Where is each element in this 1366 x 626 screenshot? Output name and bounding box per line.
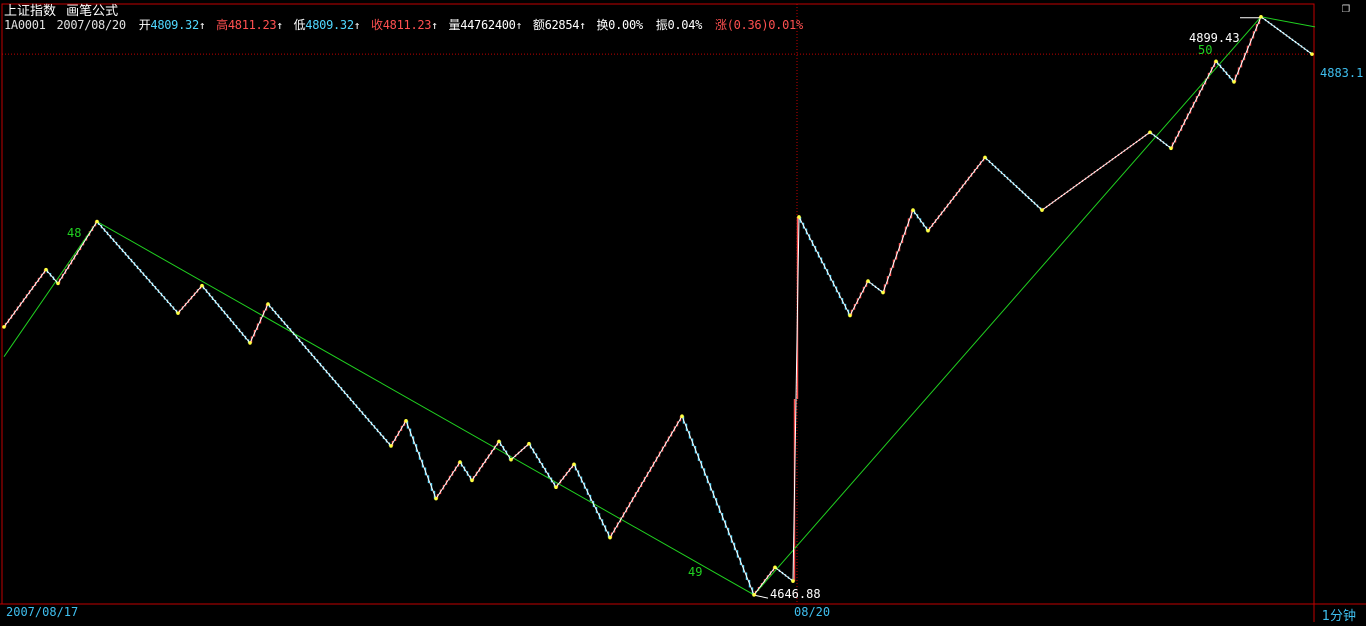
pivot-point (572, 462, 576, 467)
high-value-label: 4899.43 (1189, 31, 1240, 45)
turnover-label: 换 (596, 18, 609, 32)
up-arrow-icon: ↑ (353, 19, 361, 32)
low-value-label: 4646.88 (770, 587, 821, 601)
high-label: 高 (216, 18, 228, 32)
up-arrow-icon: ↑ (276, 19, 283, 32)
pivot-point (527, 441, 531, 446)
pivot-point (458, 460, 462, 464)
pivot-point (404, 418, 408, 423)
pivot-point (983, 155, 987, 160)
pivot-point (497, 439, 501, 444)
date-start-label: 2007/08/17 (6, 605, 79, 619)
low-value: 4809.32 (305, 18, 354, 32)
pivot-point (680, 414, 684, 419)
amplitude-value: 0.04% (667, 18, 703, 32)
pivot-point (266, 302, 270, 306)
period-selector[interactable]: 1分钟 (1321, 609, 1356, 624)
up-arrow-icon: ↑ (198, 19, 206, 32)
close-label: 收 (371, 18, 383, 32)
current-price-label: 4883.1 (1320, 66, 1364, 80)
pivot-point (797, 215, 801, 219)
pivot-point (509, 457, 513, 462)
pivot-point (1040, 208, 1044, 212)
close-value: 4811.23 (382, 18, 432, 32)
quote-date: 2007/08/20 (56, 18, 127, 32)
pivot-point (176, 311, 180, 315)
change-label: 涨 (715, 18, 727, 32)
chart-header: 上证指数 画笔公式 (4, 0, 124, 19)
pivot-point (1232, 80, 1236, 84)
amount-label: 额 (532, 18, 545, 32)
pivot-point (1169, 146, 1173, 151)
up-arrow-icon: ↑ (515, 19, 523, 32)
index-name: 上证指数 (4, 4, 57, 19)
pivot-stroke-line (3, 15, 1313, 596)
chart-frame (1, 3, 1315, 605)
window-restore-icon[interactable]: ❐ (1341, 0, 1350, 16)
pivot-point (1148, 130, 1152, 135)
pivot-point (44, 267, 48, 272)
pivot-point (56, 281, 60, 286)
change-value: (0.36)0.01% (726, 18, 803, 32)
pivot-point (752, 593, 756, 597)
quote-bar: 1A0001 2007/08/20 开4809.32↑ 高4811.23↑ 低4… (4, 16, 803, 33)
volume-label: 量 (448, 18, 461, 32)
open-label: 开 (138, 18, 151, 32)
stroke-count-49: 49 (688, 565, 703, 579)
up-arrow-icon: ↑ (579, 19, 586, 32)
pivot-point (791, 579, 795, 583)
high-value: 4811.23 (227, 18, 277, 32)
amount-value: 62854 (544, 18, 580, 32)
stroke-count-50: 50 (1198, 43, 1213, 57)
volume-value: 44762400 (460, 18, 516, 32)
pivot-point (248, 341, 252, 345)
pivot-point (200, 283, 204, 288)
pivot-point (434, 496, 438, 501)
pivot-point (2, 325, 6, 329)
low-label: 低 (293, 18, 306, 32)
pivot-point (608, 535, 612, 540)
pivot-point (1214, 59, 1218, 64)
pivot-point (1259, 14, 1263, 19)
low-label-leader (753, 594, 769, 599)
trend-stroke-line (3, 16, 1316, 596)
formula-name[interactable]: 画笔公式 (66, 4, 119, 19)
pivot-point (773, 565, 777, 570)
stroke-count-48: 48 (67, 226, 82, 240)
up-arrow-icon: ↑ (431, 19, 438, 32)
turnover-value: 0.00% (608, 18, 643, 32)
pivot-point (470, 478, 474, 483)
pivot-point (1310, 52, 1314, 56)
pivot-point (848, 313, 852, 318)
open-value: 4809.32 (150, 18, 199, 32)
stock-code: 1A0001 (4, 18, 46, 32)
amplitude-label: 振 (655, 18, 668, 32)
pivot-point (95, 219, 99, 224)
pivot-point (911, 208, 915, 212)
pivot-point (389, 444, 393, 448)
date-mid-label: 08/20 (794, 605, 831, 619)
pivot-point (881, 290, 885, 295)
pivot-point (554, 485, 558, 490)
pivot-point (926, 228, 930, 233)
pivot-point (866, 279, 870, 283)
